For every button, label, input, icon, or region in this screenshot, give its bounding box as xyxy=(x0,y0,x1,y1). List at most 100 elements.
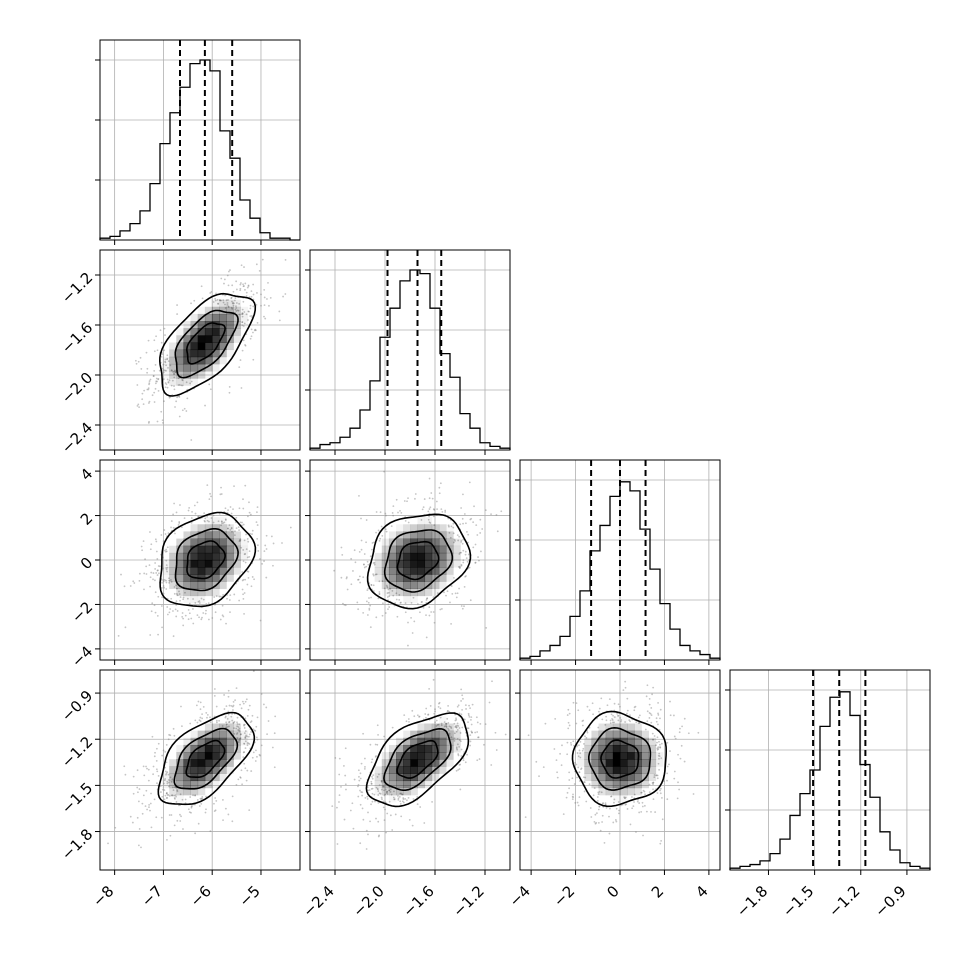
density-cell xyxy=(612,787,621,796)
density-cell xyxy=(226,730,234,739)
sample-point xyxy=(224,716,227,719)
sample-point xyxy=(238,727,241,730)
sample-point xyxy=(237,778,240,781)
sample-point xyxy=(240,546,243,549)
sample-point xyxy=(395,592,398,595)
sample-point xyxy=(475,716,478,719)
sample-point xyxy=(456,737,459,740)
sample-point xyxy=(205,609,207,612)
sample-point xyxy=(233,302,235,305)
sample-point xyxy=(149,809,151,812)
sample-point xyxy=(265,534,268,537)
sample-point xyxy=(232,721,235,724)
sample-point xyxy=(624,680,627,683)
sample-point xyxy=(235,307,238,309)
density-cell xyxy=(453,552,461,561)
sample-point xyxy=(631,807,634,810)
sample-point xyxy=(228,524,231,527)
sample-point xyxy=(450,585,453,587)
density-cell xyxy=(219,299,227,308)
sample-point xyxy=(566,753,569,756)
density-cell xyxy=(183,773,191,782)
sample-point xyxy=(592,794,595,797)
sample-point xyxy=(384,512,387,515)
sample-point xyxy=(613,801,615,804)
sample-point xyxy=(542,766,545,768)
sample-point xyxy=(149,548,152,551)
sample-point xyxy=(170,369,173,372)
sample-point xyxy=(236,716,239,719)
sample-point xyxy=(187,608,190,611)
density-cell xyxy=(162,574,170,582)
sample-point xyxy=(679,757,682,760)
density-cell xyxy=(446,730,454,739)
density-cell xyxy=(190,595,199,604)
sample-point xyxy=(641,801,644,804)
density-cell xyxy=(233,752,241,760)
sample-point xyxy=(443,725,446,728)
sample-point xyxy=(195,704,198,707)
density-cell xyxy=(381,545,390,554)
sample-point xyxy=(677,781,679,784)
density-cell xyxy=(591,737,599,746)
sample-point xyxy=(392,505,395,508)
sample-point xyxy=(375,511,378,513)
sample-point xyxy=(245,295,248,297)
sample-point xyxy=(455,726,458,729)
sample-point xyxy=(581,749,584,752)
sample-point xyxy=(453,732,456,735)
sample-point xyxy=(177,523,180,526)
density-cell xyxy=(240,538,249,547)
density-cell xyxy=(620,759,628,767)
sample-point xyxy=(215,719,218,722)
sample-point xyxy=(185,410,188,412)
sample-point xyxy=(197,822,200,825)
sample-point xyxy=(214,299,217,302)
sample-point xyxy=(162,579,164,581)
sample-point xyxy=(597,791,600,794)
sample-point xyxy=(653,776,656,779)
density-cell xyxy=(212,313,220,322)
sample-point xyxy=(224,807,227,810)
sample-point xyxy=(191,510,193,513)
sample-point xyxy=(129,585,132,587)
sample-point xyxy=(447,704,450,707)
sample-point xyxy=(246,742,249,744)
sample-point xyxy=(576,801,579,804)
sample-point xyxy=(448,710,451,713)
sample-point xyxy=(186,597,189,600)
sample-point xyxy=(247,515,249,518)
sample-point xyxy=(660,839,663,842)
sample-point xyxy=(368,597,370,599)
density-cell xyxy=(204,321,213,329)
density-cell xyxy=(627,737,635,746)
sample-point xyxy=(496,530,499,533)
density-cell xyxy=(204,335,213,343)
sample-point xyxy=(166,780,169,783)
sample-point xyxy=(147,768,150,771)
density-cell xyxy=(396,773,404,782)
sample-point xyxy=(228,704,231,707)
sample-point xyxy=(453,722,456,725)
sample-point xyxy=(244,736,247,739)
density-cell xyxy=(641,766,649,774)
sample-point xyxy=(425,707,428,710)
sample-point xyxy=(151,394,154,397)
sample-point xyxy=(567,727,570,730)
sample-point xyxy=(210,495,212,498)
sample-point xyxy=(658,757,660,760)
sample-point xyxy=(221,614,224,617)
sample-point xyxy=(232,508,234,511)
density-cell xyxy=(226,574,234,582)
density-cell xyxy=(620,752,628,760)
sample-point xyxy=(211,617,214,619)
sample-point xyxy=(249,337,252,340)
density-cell xyxy=(169,349,177,358)
sample-point xyxy=(219,299,222,302)
density-cell xyxy=(190,766,199,774)
density-cell xyxy=(417,567,426,575)
sample-point xyxy=(458,587,460,590)
density-cell xyxy=(176,787,184,796)
sample-point xyxy=(181,384,184,387)
sample-point xyxy=(467,541,469,544)
